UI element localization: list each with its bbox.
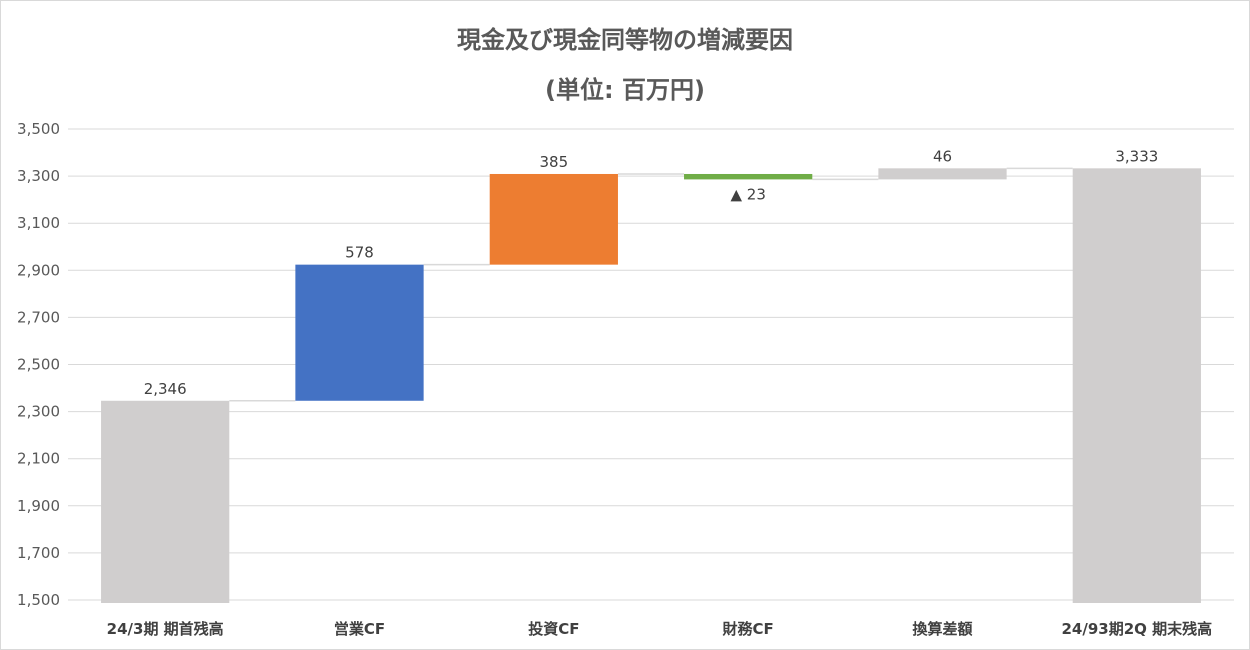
data-label: 578 bbox=[345, 244, 374, 262]
y-tick-label: 2,700 bbox=[17, 308, 60, 326]
y-tick-label: 1,900 bbox=[17, 497, 60, 515]
chart-title: 現金及び現金同等物の増減要因 bbox=[457, 26, 793, 54]
bar bbox=[101, 400, 230, 603]
x-tick-label: 投資CF bbox=[528, 620, 579, 638]
y-tick-label: 2,100 bbox=[17, 450, 60, 468]
chart-subtitle: (単位: 百万円) bbox=[545, 76, 705, 104]
x-tick-label: 24/93期2Q 期末残高 bbox=[1062, 620, 1213, 638]
y-tick-label: 3,100 bbox=[17, 214, 60, 232]
data-label: 385 bbox=[540, 153, 569, 171]
y-tick-label: 1,500 bbox=[17, 591, 60, 609]
y-tick-label: 2,300 bbox=[17, 403, 60, 421]
x-tick-label: 24/3期 期首残高 bbox=[107, 620, 224, 638]
y-tick-label: 2,900 bbox=[17, 261, 60, 279]
x-tick-label: 財務CF bbox=[722, 620, 774, 638]
y-tick-label: 2,500 bbox=[17, 356, 60, 374]
y-tick-label: 1,700 bbox=[17, 544, 60, 562]
data-label: ▲ 23 bbox=[730, 185, 765, 203]
bar bbox=[489, 173, 618, 265]
y-tick-label: 3,300 bbox=[17, 167, 60, 185]
bar bbox=[878, 168, 1007, 180]
y-tick-label: 3,500 bbox=[17, 120, 60, 138]
data-label: 2,346 bbox=[144, 380, 187, 398]
bar bbox=[295, 264, 424, 401]
data-label: 46 bbox=[933, 147, 952, 165]
bar bbox=[684, 173, 813, 180]
data-label: 3,333 bbox=[1115, 147, 1158, 165]
x-tick-label: 営業CF bbox=[334, 620, 385, 638]
x-tick-label: 換算差額 bbox=[912, 620, 972, 638]
bar bbox=[1072, 168, 1201, 604]
